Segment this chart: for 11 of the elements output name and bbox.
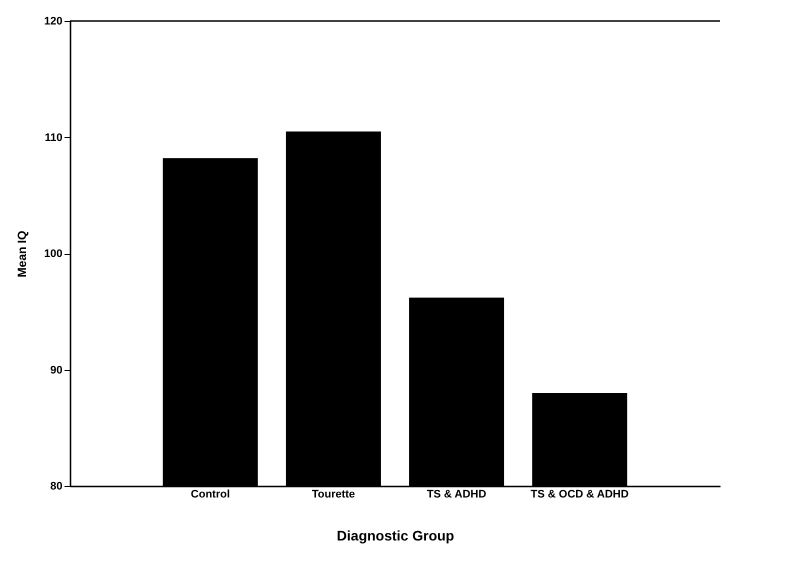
y-axis-title: Mean IQ (15, 230, 30, 278)
x-tick-label: Control (190, 488, 230, 500)
y-tick-label: 120 (44, 16, 62, 28)
x-tick-label: TS & ADHD (426, 488, 486, 500)
y-tick-label: 110 (44, 132, 62, 144)
x-axis-title: Diagnostic Group (336, 528, 454, 544)
y-tick-label: 80 (50, 480, 62, 492)
x-tick-label: TS & OCD & ADHD (530, 488, 629, 500)
y-tick-label: 100 (44, 248, 62, 260)
x-tick-label: Tourette (312, 488, 356, 500)
y-tick-label: 90 (50, 364, 62, 376)
